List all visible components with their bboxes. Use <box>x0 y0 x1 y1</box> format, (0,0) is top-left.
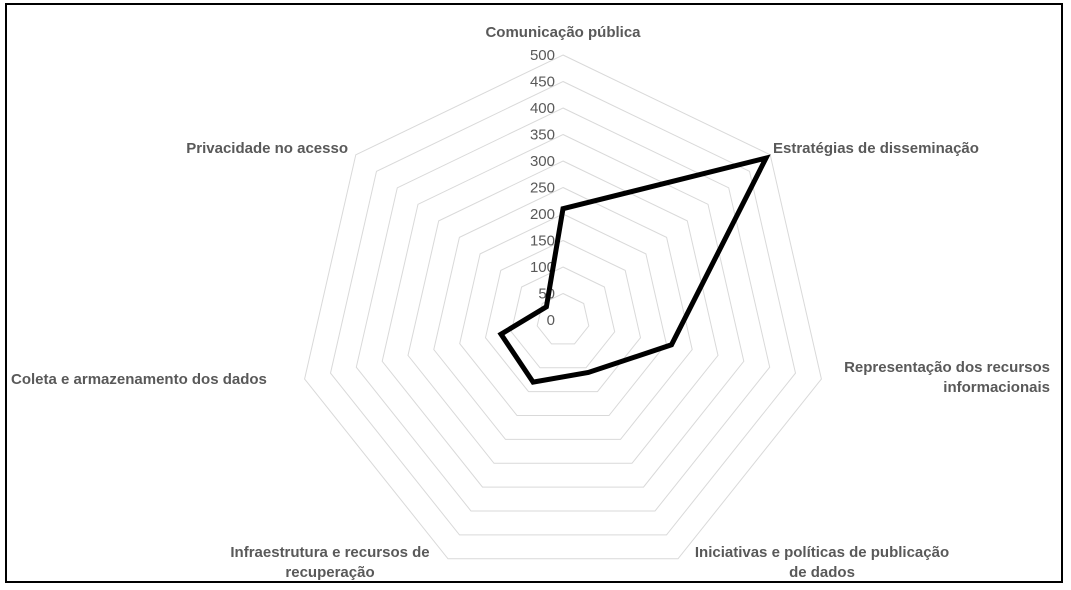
category-label: Representação dos recursos informacionais <box>844 359 1050 396</box>
tick-label: 400 <box>530 100 555 117</box>
chart-frame <box>5 3 1063 583</box>
tick-label: 100 <box>530 259 555 276</box>
category-label: Estratégias de disseminação <box>773 140 979 157</box>
tick-label: 350 <box>530 127 555 144</box>
tick-label: 150 <box>530 233 555 250</box>
tick-label: 200 <box>530 206 555 223</box>
category-label: Iniciativas e políticas de publicação de … <box>695 544 949 581</box>
grid-ring <box>304 54 822 560</box>
grid-ring <box>433 186 693 440</box>
grid-ring <box>329 80 797 536</box>
tick-label: 0 <box>547 312 555 329</box>
category-label: Coleta e armazenamento dos dados <box>11 371 267 388</box>
tick-label: 500 <box>530 47 555 64</box>
grid-ring <box>510 266 616 369</box>
grid-ring <box>484 239 642 393</box>
tick-label: 450 <box>530 74 555 91</box>
series-line <box>497 154 771 385</box>
grid-ring <box>407 160 719 464</box>
grid-ring <box>459 213 667 416</box>
grid-ring <box>381 133 745 488</box>
tick-label: 250 <box>530 180 555 197</box>
category-label: Infraestrutura e recursos de recuperação <box>230 544 429 581</box>
tick-label: 300 <box>530 153 555 170</box>
category-label: Privacidade no acesso <box>186 140 348 157</box>
category-label: Comunicação pública <box>485 24 641 41</box>
